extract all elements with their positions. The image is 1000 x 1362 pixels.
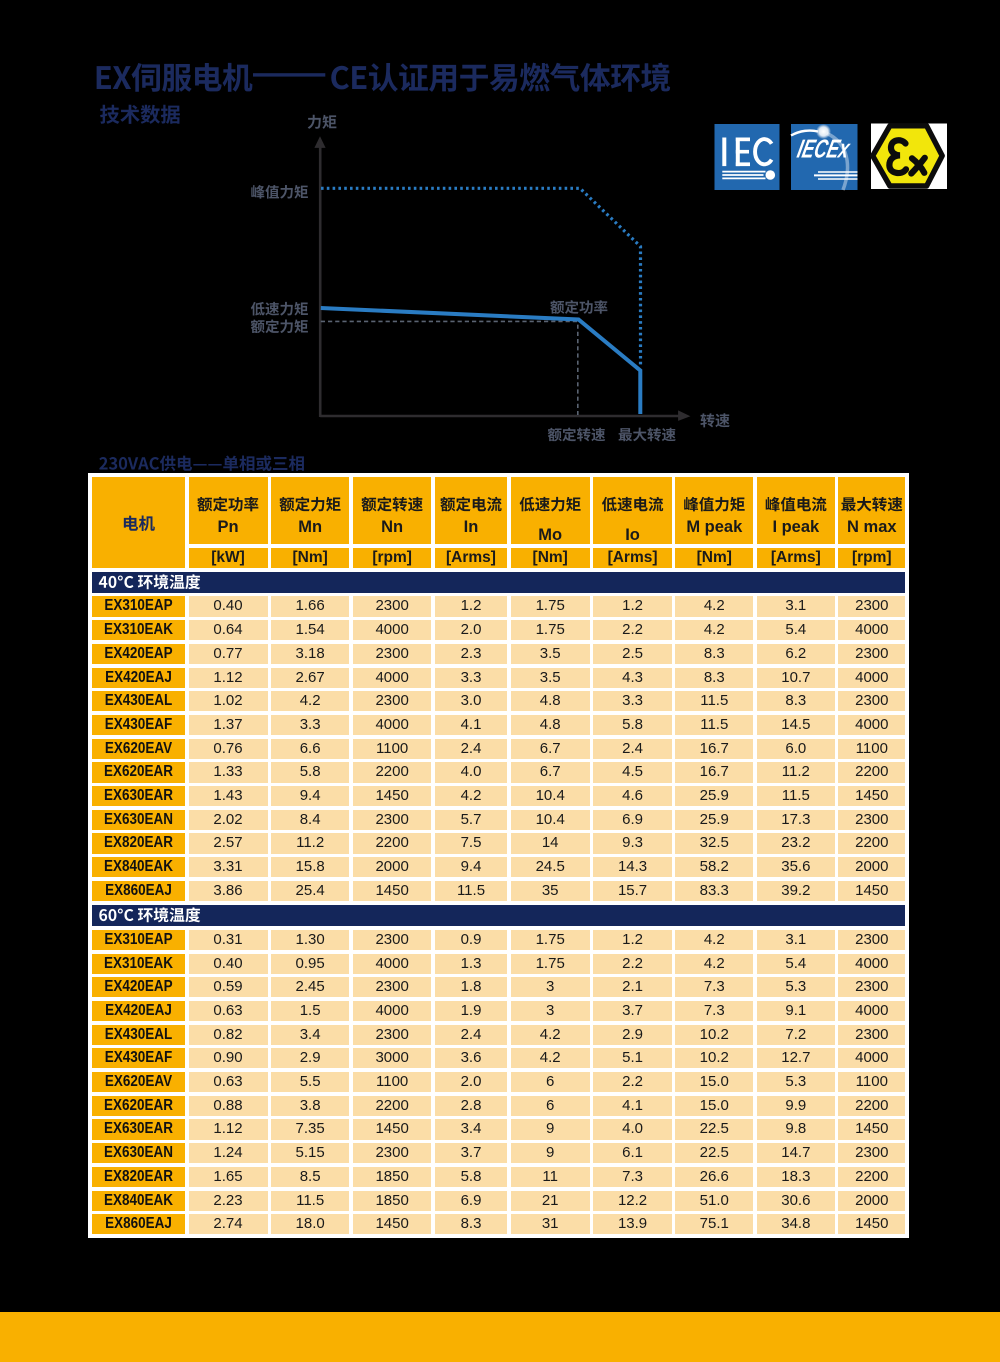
svg-text:IECEx: IECEx [795,135,854,164]
